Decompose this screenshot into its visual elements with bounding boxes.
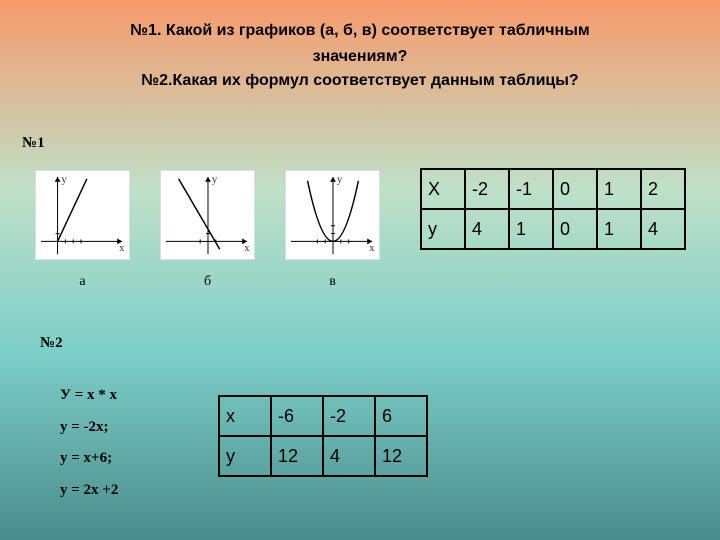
table-cell: 12 (375, 436, 427, 476)
subtitle-line: №2.Какая их формул соответствует данным … (0, 69, 720, 93)
graph-a-wrap: y x а (35, 170, 130, 290)
table-cell: X (421, 169, 465, 209)
svg-text:y: y (61, 174, 67, 186)
table-cell: x (219, 396, 271, 436)
svg-text:x: x (369, 242, 375, 254)
table-cell: -2 (465, 169, 509, 209)
section2-label: №2 (40, 335, 63, 352)
svg-text:y: y (337, 174, 343, 186)
table-cell: 4 (641, 209, 685, 249)
formula-list: У = х * х у = -2х; у = х+6; у = 2х +2 (60, 380, 118, 506)
graph-a: y x (35, 170, 130, 260)
data-table-2: x -6 -2 6 y 12 4 12 (218, 395, 428, 477)
section1-label: №1 (22, 135, 45, 152)
svg-text:x: x (244, 242, 250, 254)
table-row: y 12 4 12 (219, 436, 427, 476)
slide-content: №1. Какой из графиков (а, б, в) соответс… (0, 0, 720, 540)
title-block: №1. Какой из графиков (а, б, в) соответс… (0, 0, 720, 69)
table-row: y 4 1 0 1 4 (421, 209, 685, 249)
table-cell: 4 (465, 209, 509, 249)
table-cell: -1 (509, 169, 553, 209)
formula-2: у = -2х; (60, 412, 118, 444)
table-cell: y (421, 209, 465, 249)
table-row: x -6 -2 6 (219, 396, 427, 436)
svg-text:y: y (212, 174, 218, 186)
table-cell: 1 (509, 209, 553, 249)
formula-1: У = х * х (60, 380, 118, 412)
formula-4: у = 2х +2 (60, 475, 118, 507)
table-cell: 6 (375, 396, 427, 436)
table-cell: 0 (553, 209, 597, 249)
graph-b-wrap: y x б (160, 170, 255, 290)
table-cell: y (219, 436, 271, 476)
table-cell: 2 (641, 169, 685, 209)
table-row: X -2 -1 0 1 2 (421, 169, 685, 209)
table-cell: 12 (271, 436, 323, 476)
svg-text:x: x (119, 242, 125, 254)
graph-c: y x (285, 170, 380, 260)
table-cell: 4 (323, 436, 375, 476)
graphs-row: y x а y x (35, 170, 380, 290)
table-cell: 1 (597, 169, 641, 209)
table-cell: 0 (553, 169, 597, 209)
graph-c-wrap: y x в (285, 170, 380, 290)
graph-b-label: б (160, 274, 255, 290)
graph-a-label: а (35, 274, 130, 290)
title-line1: №1. Какой из графиков (а, б, в) соответс… (130, 22, 589, 39)
data-table-1: X -2 -1 0 1 2 y 4 1 0 1 4 (420, 168, 686, 250)
table-cell: 1 (597, 209, 641, 249)
title-line2: значениям? (313, 48, 408, 65)
formula-3: у = х+6; (60, 443, 118, 475)
table-cell: -6 (271, 396, 323, 436)
graph-b: y x (160, 170, 255, 260)
graph-c-label: в (285, 274, 380, 290)
table-cell: -2 (323, 396, 375, 436)
